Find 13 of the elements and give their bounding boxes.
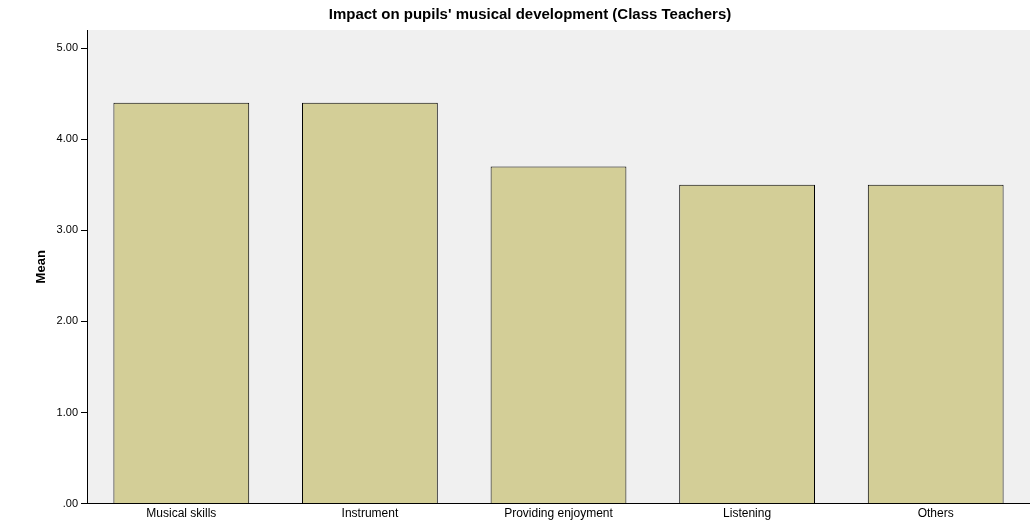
y-axis-title: Mean	[33, 250, 49, 284]
y-tick-label: 3.00	[56, 223, 79, 236]
y-tick-label: 5.00	[56, 41, 79, 54]
y-tick-label: .00	[62, 496, 79, 509]
chart-title: Impact on pupils' musical development (Class Teachers)	[328, 5, 732, 23]
x-tick-label: Listening	[723, 506, 772, 521]
x-tick-label: Instrument	[341, 506, 399, 521]
x-tick-label: Providing enjoyment	[504, 506, 614, 521]
x-tick-label: Musical skills	[146, 506, 217, 521]
y-tick-label: 2.00	[56, 314, 79, 327]
y-tick-label: 1.00	[56, 405, 79, 418]
x-tick-label: Others	[917, 506, 954, 521]
y-tick-label: 4.00	[56, 132, 79, 145]
